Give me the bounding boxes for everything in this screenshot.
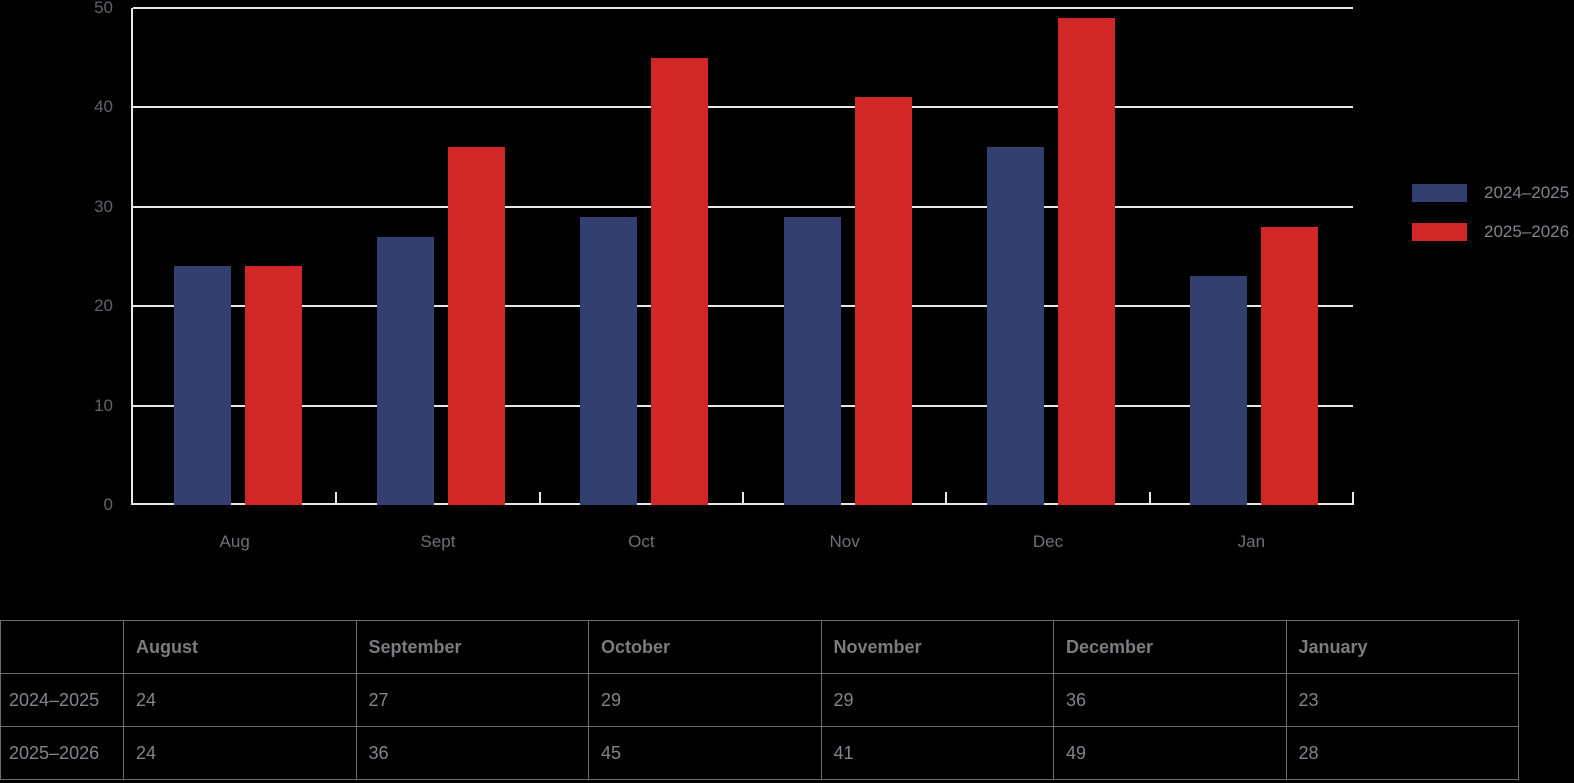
- x-axis-label-oct: Oct: [628, 532, 655, 551]
- y-axis-tick-label: 0: [103, 495, 113, 514]
- table-cell: 29: [588, 673, 822, 727]
- table-header-row: August September October November December Ja…: [0, 620, 1519, 674]
- axis-tick: [742, 492, 744, 505]
- axis-tick: [538, 492, 541, 505]
- table-cell: 36: [355, 726, 589, 780]
- axis-tick: [945, 492, 948, 505]
- bar-2025-2026-dec: [1058, 17, 1115, 505]
- table-cell: 45: [588, 726, 822, 780]
- x-axis-label-sept: Sept: [420, 532, 456, 551]
- table-row-2025-2026: 2025–2026 24 36 45 41 49 28: [0, 726, 1519, 780]
- bar-2024-2025-aug: [173, 266, 231, 505]
- bar-2025-2026-oct: [651, 57, 709, 505]
- table-header-cell-november: November: [820, 620, 1054, 674]
- legend-item-2025-2026: 2025–2026: [1412, 222, 1569, 242]
- table-cell: 49: [1053, 726, 1287, 780]
- row-label-cell: 2024–2025: [0, 673, 124, 727]
- y-axis-line: [131, 8, 133, 505]
- axis-tick: [1148, 492, 1151, 505]
- data-table: August September October November December Ja…: [0, 620, 1519, 780]
- gridline-40: [133, 106, 1353, 109]
- table-cell: 29: [820, 673, 1054, 727]
- bar-2024-2025-sept: [377, 236, 434, 505]
- gridline-50: [133, 7, 1353, 9]
- table-cell: 23: [1285, 673, 1519, 727]
- x-axis-label-aug: Aug: [219, 532, 250, 551]
- bar-2024-2025-jan: [1190, 276, 1248, 505]
- legend-item-2024-2025: 2024–2025: [1412, 183, 1569, 203]
- table-header-cell-empty: [0, 620, 124, 674]
- y-axis-tick-label: 30: [94, 196, 113, 216]
- table-header-cell-october: October: [588, 620, 822, 674]
- plot-area: [131, 7, 1354, 505]
- table-header-cell-january: January: [1285, 620, 1519, 674]
- axis-tick: [1352, 492, 1354, 505]
- table-cell: 27: [355, 673, 589, 727]
- table-cell: 28: [1285, 726, 1519, 780]
- table-header-cell-september: September: [355, 620, 589, 674]
- table-row-2024-2025: 2024–2025 24 27 29 29 36 23: [0, 673, 1519, 727]
- bar-2024-2025-dec: [987, 147, 1044, 505]
- table-header-cell-december: December: [1053, 620, 1287, 674]
- legend-label: 2025–2026: [1484, 222, 1570, 241]
- gridline-20: [133, 305, 1353, 308]
- y-axis-tick-label: 20: [94, 296, 113, 316]
- axis-tick: [335, 492, 338, 505]
- y-axis-tick-label: 10: [94, 395, 113, 415]
- bar-2025-2026-jan: [1261, 226, 1319, 505]
- y-axis-tick-label: 40: [94, 97, 113, 117]
- gridline-30: [133, 205, 1353, 208]
- table-cell: 36: [1053, 673, 1287, 727]
- x-axis-label-dec: Dec: [1032, 532, 1064, 551]
- bar-2024-2025-oct: [580, 216, 638, 505]
- legend-swatch: [1412, 223, 1467, 241]
- table-cell: 24: [123, 673, 357, 727]
- bar-2024-2025-nov: [783, 216, 841, 505]
- legend-swatch: [1412, 184, 1467, 202]
- bar-2025-2026-aug: [244, 266, 302, 505]
- table-header-cell-august: August: [123, 620, 357, 674]
- bar-2025-2026-sept: [448, 147, 505, 505]
- table-cell: 41: [820, 726, 1054, 780]
- y-axis-tick-label: 50: [94, 0, 113, 17]
- bar-2025-2026-nov: [854, 97, 912, 505]
- table-cell: 24: [123, 726, 357, 780]
- legend-label: 2024–2025: [1484, 183, 1570, 202]
- x-axis-label-jan: Jan: [1237, 532, 1266, 551]
- x-axis-label-nov: Nov: [829, 532, 860, 551]
- gridline-10: [133, 404, 1353, 407]
- row-label-cell: 2025–2026: [0, 726, 124, 780]
- legend: 2024–2025 2025–2026: [1412, 183, 1569, 242]
